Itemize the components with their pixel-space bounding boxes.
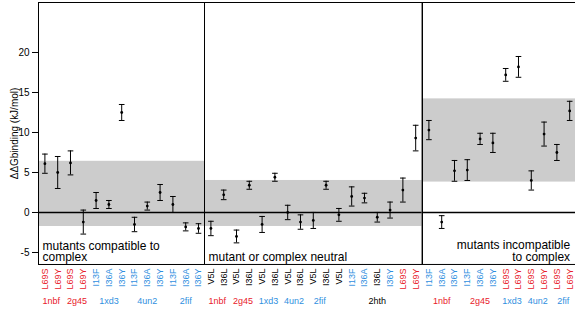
svg-text:I36L: I36L — [373, 268, 383, 286]
svg-text:L69S: L69S — [65, 268, 75, 289]
svg-text:1xd3: 1xd3 — [502, 296, 521, 306]
svg-text:1xd3: 1xd3 — [259, 296, 278, 306]
svg-text:L69Y: L69Y — [565, 268, 575, 289]
svg-text:ΔΔGbinding (kJ/mol): ΔΔGbinding (kJ/mol) — [9, 88, 20, 180]
svg-text:I36L: I36L — [321, 268, 331, 286]
svg-text:L69Y: L69Y — [513, 268, 523, 289]
svg-text:2hth: 2hth — [369, 296, 387, 306]
svg-text:I36A: I36A — [181, 268, 191, 286]
svg-text:I13F: I13F — [462, 268, 472, 286]
svg-text:I36L: I36L — [219, 268, 229, 286]
svg-text:I36Y: I36Y — [193, 268, 203, 286]
svg-text:I36A: I36A — [142, 268, 152, 286]
svg-text:1nbf: 1nbf — [209, 296, 227, 306]
svg-text:I13F: I13F — [129, 268, 139, 286]
svg-text:I36Y: I36Y — [117, 268, 127, 286]
svg-text:I36Y: I36Y — [449, 268, 459, 286]
svg-text:L69S: L69S — [40, 268, 50, 289]
svg-text:mutants compatible tocomplex: mutants compatible tocomplex — [42, 238, 160, 264]
svg-text:V5L: V5L — [232, 268, 242, 284]
svg-text:I36A: I36A — [475, 268, 485, 286]
svg-text:L69S: L69S — [398, 268, 408, 289]
svg-text:I36A: I36A — [104, 268, 114, 286]
svg-text:I36L: I36L — [245, 268, 255, 286]
svg-text:2g45: 2g45 — [233, 296, 253, 306]
svg-text:L69Y: L69Y — [53, 268, 63, 289]
svg-text:2g45: 2g45 — [67, 296, 87, 306]
svg-text:I13F: I13F — [168, 268, 178, 286]
svg-text:4un2: 4un2 — [137, 296, 157, 306]
svg-text:20: 20 — [18, 47, 30, 58]
svg-text:10: 10 — [18, 127, 30, 138]
svg-text:2g45: 2g45 — [470, 296, 490, 306]
svg-text:L69S: L69S — [552, 268, 562, 289]
svg-text:I36Y: I36Y — [385, 268, 395, 286]
svg-text:1xd3: 1xd3 — [99, 296, 118, 306]
svg-text:2fif: 2fif — [557, 296, 569, 306]
svg-text:V5L: V5L — [206, 268, 216, 284]
svg-text:I36Y: I36Y — [155, 268, 165, 286]
svg-text:I13F: I13F — [347, 268, 357, 286]
svg-text:I36A: I36A — [437, 268, 447, 286]
svg-text:0: 0 — [24, 207, 30, 218]
svg-text:V5L: V5L — [334, 268, 344, 284]
svg-text:mutant or complex neutral: mutant or complex neutral — [209, 250, 348, 264]
svg-text:I36Y: I36Y — [488, 268, 498, 286]
svg-text:I36L: I36L — [296, 268, 306, 286]
svg-text:L69S: L69S — [526, 268, 536, 289]
svg-text:I13F: I13F — [91, 268, 101, 286]
svg-text:V5L: V5L — [309, 268, 319, 284]
svg-text:4un2: 4un2 — [284, 296, 304, 306]
svg-text:15: 15 — [18, 87, 30, 98]
svg-text:L69S: L69S — [501, 268, 511, 289]
svg-text:L69Y: L69Y — [411, 268, 421, 289]
svg-text:2fif: 2fif — [314, 296, 326, 306]
svg-text:-5: -5 — [21, 247, 30, 258]
svg-text:2fif: 2fif — [180, 296, 192, 306]
svg-text:4un2: 4un2 — [528, 296, 548, 306]
svg-text:1nbf: 1nbf — [43, 296, 61, 306]
svg-text:L69Y: L69Y — [78, 268, 88, 289]
svg-text:I13F: I13F — [424, 268, 434, 286]
svg-text:I36A: I36A — [360, 268, 370, 286]
svg-text:V5L: V5L — [257, 268, 267, 284]
svg-text:V5L: V5L — [283, 268, 293, 284]
svg-text:I36L: I36L — [270, 268, 280, 286]
svg-text:5: 5 — [24, 167, 30, 178]
svg-text:L69Y: L69Y — [539, 268, 549, 289]
svg-text:1nbf: 1nbf — [433, 296, 451, 306]
svg-text:mutants incompatibleto complex: mutants incompatibleto complex — [457, 238, 571, 264]
